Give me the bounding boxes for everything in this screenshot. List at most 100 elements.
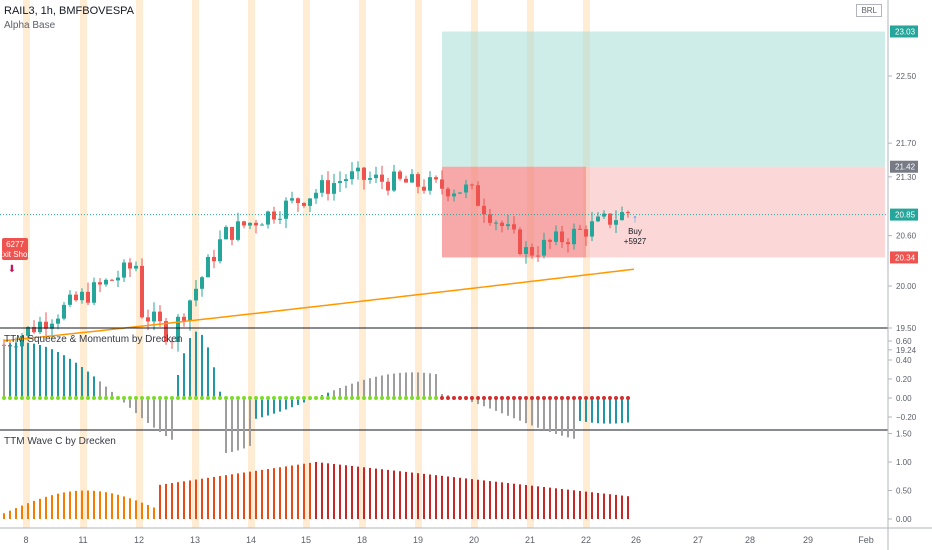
session-band [192,0,199,528]
candle-body [134,265,138,269]
price-axis[interactable]: 23.5022.5021.7021.3020.6020.0019.5019.24… [888,0,918,355]
candle-body [140,265,144,318]
squeeze-dot [548,396,552,400]
squeeze-dot [434,396,438,400]
squeeze-dot [500,396,504,400]
candle-body [104,279,108,285]
candle-body [572,228,576,245]
price-badge [890,160,918,173]
candle-body [38,321,42,333]
squeeze-dot [398,396,402,400]
squeeze-dot [116,396,120,400]
time-tick-label: 21 [525,535,535,545]
squeeze-tick-label: 0.20 [896,375,912,384]
wave-pane-title[interactable]: TTM Wave C by Drecken [4,436,116,447]
squeeze-dot [200,396,204,400]
candle-body [422,186,426,191]
candle-body [434,177,438,180]
squeeze-dot [416,396,420,400]
squeeze-dot [392,396,396,400]
time-tick-label: 20 [469,535,479,545]
squeeze-dot [530,396,534,400]
candle-body [266,211,270,225]
squeeze-dot [20,396,24,400]
alpha-base-label[interactable]: Alpha Base [4,20,56,31]
price-tick-label: 20.00 [896,282,917,291]
candle-body [200,277,204,289]
candle-body [452,193,456,197]
squeeze-dot [194,396,198,400]
squeeze-pane-title[interactable]: TTM Squeeze & Momentum by Drecken [4,334,183,345]
squeeze-dot [536,396,540,400]
time-tick-label: 27 [693,535,703,545]
candle-body [32,326,36,333]
squeeze-dot [140,396,144,400]
time-tick-label: 12 [134,535,144,545]
price-badge [890,251,918,264]
squeeze-axis[interactable]: 0.60 0.40 0.20 0.00 −0.20 [888,337,917,422]
candle-body [500,222,504,227]
squeeze-dot [164,396,168,400]
squeeze-dot [542,396,546,400]
candle-body [26,326,30,336]
candle-body [338,181,342,184]
squeeze-dot [218,396,222,400]
squeeze-dot [224,396,228,400]
buy-label: Buy [628,227,642,236]
squeeze-dot [602,396,606,400]
squeeze-dot [38,396,42,400]
exit-short-arrow-icon: ⬇ [8,264,16,275]
candle-body [464,184,468,193]
price-pane[interactable] [0,31,888,355]
time-tick-label: 29 [803,535,813,545]
candle-body [506,224,510,227]
squeeze-dot [368,396,372,400]
wave-pane[interactable] [3,462,629,519]
candle-body [608,213,612,225]
squeeze-dot [338,396,342,400]
squeeze-dot [356,396,360,400]
candle-body [74,294,78,301]
squeeze-dot [56,396,60,400]
time-axis[interactable]: 8 11 12 13 14 15 18 19 20 21 22 26 27 28 29 Feb [23,535,873,545]
wave-tick-label: 0.00 [896,515,912,524]
candle-body [410,174,414,183]
time-tick-label: 8 [23,535,28,545]
candle-body [374,174,378,179]
candle-body [494,222,498,224]
squeeze-dot [176,396,180,400]
session-band [23,0,30,528]
candle-body [176,316,180,342]
squeeze-dot [188,396,192,400]
price-badge [890,25,918,38]
time-tick-label: 18 [357,535,367,545]
candle-body [308,198,312,206]
time-tick-label: 28 [745,535,755,545]
squeeze-dot [74,396,78,400]
squeeze-dot [272,396,276,400]
squeeze-dot [350,396,354,400]
candle-body [512,224,516,230]
currency-badge[interactable]: BRL [856,4,882,17]
candle-body [146,317,150,322]
squeeze-pane[interactable] [2,331,630,453]
squeeze-dot [206,396,210,400]
symbol-title[interactable]: RAIL3, 1h, BMFBOVESPA [4,5,135,17]
candle-body [284,200,288,219]
squeeze-dot [566,396,570,400]
candles [2,161,630,355]
price-badge-label: 20.85 [895,211,916,220]
squeeze-dot [320,396,324,400]
squeeze-dot [428,396,432,400]
squeeze-dot [380,396,384,400]
squeeze-dot [296,396,300,400]
candle-body [416,174,420,187]
price-tick-label: 21.30 [896,173,917,182]
wave-axis[interactable]: 1.50 1.00 0.50 0.00 [888,430,912,525]
squeeze-dot [314,396,318,400]
candle-body [278,218,282,220]
session-band [359,0,366,528]
squeeze-dot [92,396,96,400]
